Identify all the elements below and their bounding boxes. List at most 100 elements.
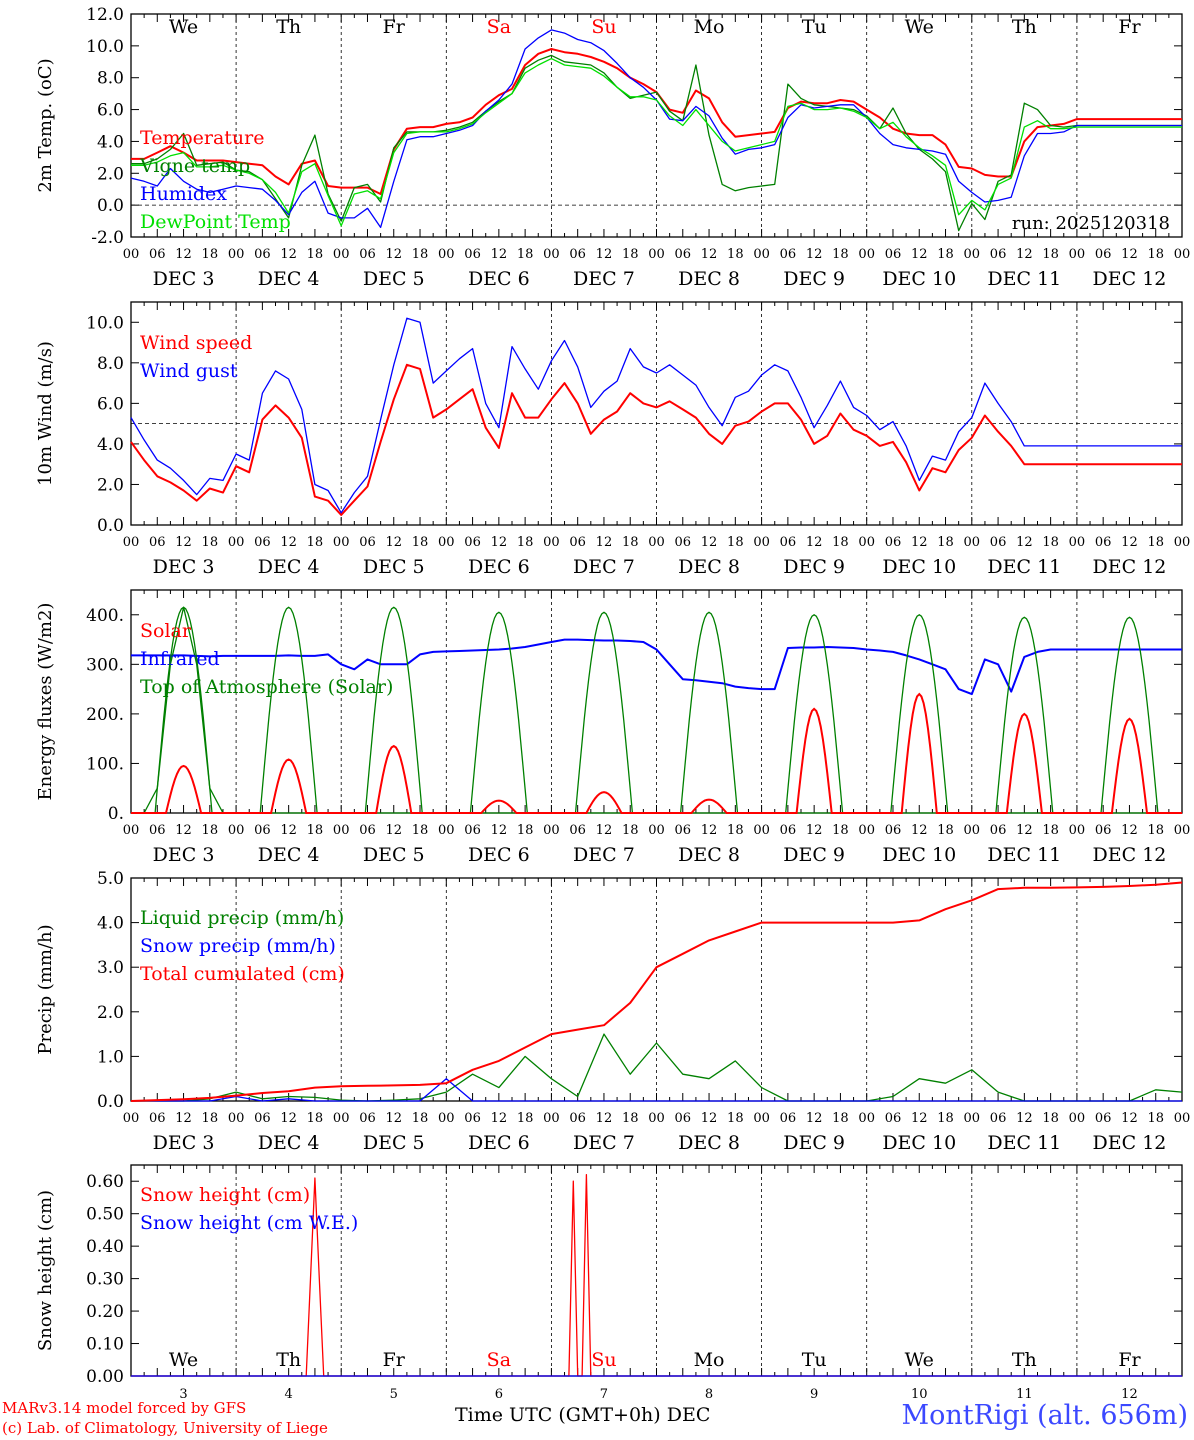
wind-series-wind-speed bbox=[130, 363, 1182, 516]
energy-legend-top-of-atmosphere-solar-: Top of Atmosphere (Solar) bbox=[140, 676, 393, 698]
wind-hour-label: 00 bbox=[543, 535, 560, 550]
precip-hour-label: 18 bbox=[1147, 1111, 1164, 1126]
energy-hour-label: 00 bbox=[1069, 823, 1086, 838]
station-name: MontRigi (alt. 656m) bbox=[901, 1400, 1188, 1431]
precip-series-snow-precip-mm-h- bbox=[131, 1078, 1182, 1102]
energy-hour-label: 06 bbox=[149, 823, 166, 838]
wind-hour-label: 18 bbox=[1147, 535, 1164, 550]
snow-ytick-label: 0.60 bbox=[86, 1172, 124, 1192]
precip-hour-label: 18 bbox=[307, 1111, 324, 1126]
snow-weekday-label: Fr bbox=[1118, 1349, 1141, 1371]
wind-hour-label: 12 bbox=[175, 535, 192, 550]
temp-date-label: DEC 4 bbox=[258, 268, 320, 290]
temp-hour-label: 18 bbox=[517, 247, 534, 262]
precip-hour-label: 00 bbox=[543, 1111, 560, 1126]
energy-hour-label: 18 bbox=[937, 823, 954, 838]
energy-legend-infrared: Infrared bbox=[140, 648, 220, 670]
temp-frame bbox=[130, 13, 1183, 238]
temp-hour-label: 00 bbox=[964, 247, 981, 262]
wind-hour-label: 18 bbox=[832, 535, 849, 550]
temp-series-dewpoint-temp bbox=[131, 57, 1182, 227]
snow-ytick-label: 0.20 bbox=[86, 1302, 124, 1322]
temp-hour-label: 06 bbox=[359, 247, 376, 262]
snow-ytick-label: 0.00 bbox=[86, 1367, 124, 1387]
temp-date-label: DEC 10 bbox=[882, 268, 956, 290]
wind-hour-label: 06 bbox=[254, 535, 271, 550]
wind-hour-label: 12 bbox=[701, 535, 718, 550]
snow-day-number: 4 bbox=[285, 1387, 293, 1402]
wind-frame bbox=[130, 301, 1183, 526]
wind-hour-label: 12 bbox=[1121, 535, 1138, 550]
precip-date-label: DEC 10 bbox=[882, 1132, 956, 1154]
temp-hour-label: 06 bbox=[780, 247, 797, 262]
energy-hour-label: 12 bbox=[701, 823, 718, 838]
energy-hour-label: 18 bbox=[1147, 823, 1164, 838]
snow-ytick-label: 0.10 bbox=[86, 1335, 124, 1355]
wind-date-label: DEC 10 bbox=[882, 556, 956, 578]
energy-date-label: DEC 6 bbox=[468, 844, 530, 866]
precip-date-label: DEC 6 bbox=[468, 1132, 530, 1154]
temp-hour-label: 12 bbox=[806, 247, 823, 262]
temp-hour-label: 18 bbox=[622, 247, 639, 262]
energy-hour-label: 18 bbox=[832, 823, 849, 838]
snow-day-number: 9 bbox=[810, 1387, 818, 1402]
precip-hour-label: 12 bbox=[596, 1111, 613, 1126]
weekday-label: We bbox=[169, 16, 198, 38]
snow-weekday-label: Fr bbox=[383, 1349, 406, 1371]
wind-hour-label: 06 bbox=[149, 535, 166, 550]
wind-date-label: DEC 5 bbox=[363, 556, 425, 578]
precip-legend-liquid-precip-mm-h-: Liquid precip (mm/h) bbox=[140, 907, 344, 929]
precip-date-label: DEC 5 bbox=[363, 1132, 425, 1154]
wind-hour-label: 06 bbox=[569, 535, 586, 550]
energy-hour-label: 06 bbox=[780, 823, 797, 838]
wind-hour-label: 06 bbox=[1095, 535, 1112, 550]
temp-legend-temperature: Temperature bbox=[140, 127, 264, 149]
temp-ytick-label: 4.0 bbox=[97, 132, 124, 152]
energy-ytick-label: 300. bbox=[86, 655, 124, 675]
temp-hour-label: 12 bbox=[175, 247, 192, 262]
snow-series-snow-height-cm- bbox=[131, 1174, 1182, 1377]
energy-hour-label: 12 bbox=[1016, 823, 1033, 838]
weekday-label: Mo bbox=[694, 16, 725, 38]
precip-hour-label: 06 bbox=[464, 1111, 481, 1126]
precip-series-total-cumulated-cm- bbox=[130, 881, 1183, 1102]
energy-hour-label: 06 bbox=[675, 823, 692, 838]
wind-hour-label: 18 bbox=[622, 535, 639, 550]
precip-hour-label: 12 bbox=[806, 1111, 823, 1126]
energy-hour-label: 06 bbox=[990, 823, 1007, 838]
energy-date-label: DEC 5 bbox=[363, 844, 425, 866]
energy-panel: 0. 100. 200. 300. 400. Energy fluxes (W/m2) So… bbox=[35, 589, 1190, 866]
precip-hour-label: 00 bbox=[333, 1111, 350, 1126]
precip-hour-label: 06 bbox=[359, 1111, 376, 1126]
wind-date-label: DEC 8 bbox=[678, 556, 740, 578]
temp-hour-label: 06 bbox=[254, 247, 271, 262]
precip-hour-label: 00 bbox=[1069, 1111, 1086, 1126]
energy-hour-label: 00 bbox=[648, 823, 665, 838]
wind-hour-label: 00 bbox=[964, 535, 981, 550]
energy-hour-label: 18 bbox=[202, 823, 219, 838]
wind-hour-label: 18 bbox=[517, 535, 534, 550]
wind-hour-label: 00 bbox=[1174, 535, 1191, 550]
snow-weekday-label: Su bbox=[591, 1349, 616, 1371]
energy-hour-label: 00 bbox=[858, 823, 875, 838]
precip-legend-total-cumulated-cm-: Total cumulated (cm) bbox=[140, 963, 345, 985]
wind-hour-label: 00 bbox=[648, 535, 665, 550]
energy-hour-label: 06 bbox=[464, 823, 481, 838]
wind-hour-label: 12 bbox=[280, 535, 297, 550]
energy-date-label: DEC 4 bbox=[258, 844, 320, 866]
energy-date-label: DEC 9 bbox=[783, 844, 845, 866]
precip-ytick-label: 3.0 bbox=[97, 958, 124, 978]
wind-hour-label: 12 bbox=[806, 535, 823, 550]
temp-date-label: DEC 11 bbox=[987, 268, 1061, 290]
precip-ytick-label: 4.0 bbox=[97, 914, 124, 934]
weekday-label: We bbox=[905, 16, 934, 38]
temp-date-label: DEC 8 bbox=[678, 268, 740, 290]
wind-hour-label: 12 bbox=[911, 535, 928, 550]
temp-panel: -2.0 0.0 2.0 4.0 6.0 8.0 10.0 12.0 2m Temp. (oC)… bbox=[35, 5, 1190, 290]
precip-date-label: DEC 11 bbox=[987, 1132, 1061, 1154]
precip-hour-label: 18 bbox=[412, 1111, 429, 1126]
energy-hour-label: 12 bbox=[280, 823, 297, 838]
wind-date-label: DEC 3 bbox=[153, 556, 215, 578]
snow-weekday-label: We bbox=[169, 1349, 198, 1371]
temp-hour-label: 00 bbox=[858, 247, 875, 262]
